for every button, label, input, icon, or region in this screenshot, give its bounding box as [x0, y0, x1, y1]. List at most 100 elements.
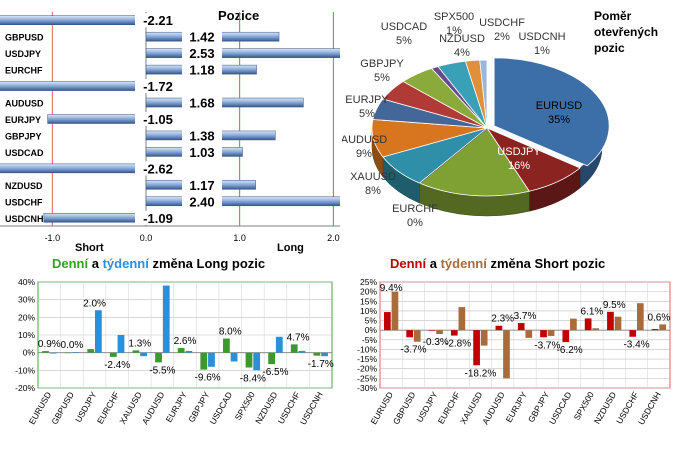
- y-tick-label-10: 10%: [360, 306, 377, 316]
- daily-bar-eurchf: [109, 352, 117, 357]
- x-tick-label-0-0: 0.0: [140, 233, 153, 243]
- pie-label-nzdusd: NZDUSD: [439, 33, 485, 45]
- weekly-bar-audusd: [503, 330, 510, 379]
- data-label-bg-eurchf: [182, 62, 222, 77]
- pie-label-eurchf: EURCHF: [392, 203, 438, 215]
- pie-label-xauusd: XAUUSD: [350, 171, 396, 183]
- pie-value-nzdusd: 4%: [454, 47, 470, 59]
- pie-value-gbpjpy: 5%: [374, 72, 390, 84]
- data-label-gbpusd: -3.7%: [400, 345, 426, 356]
- pie-value-usdcad: 5%: [396, 35, 412, 47]
- data-label-usdchf: -3.4%: [623, 340, 649, 351]
- daily-bar-usdjpy: [87, 349, 95, 353]
- daily-bar-spx500: [584, 318, 592, 331]
- pie-label-eurusd: EURUSD: [536, 100, 583, 112]
- short-title: Denní a týdenní změna Short pozic: [390, 256, 605, 271]
- data-label-usdcnh: -1.7%: [308, 359, 334, 370]
- data-label-bg-usdcnh: [135, 210, 181, 225]
- weekly-bar-eurusd: [49, 352, 57, 354]
- data-label-bg-nzdusd: [182, 177, 222, 192]
- daily-bar-eurjpy: [177, 348, 185, 353]
- data-label-eurchf: -2.8%: [445, 339, 471, 350]
- data-label-audusd: -5.5%: [149, 365, 175, 376]
- bar-audusd: [145, 97, 304, 108]
- pie-value-usdjpy: 16%: [508, 160, 530, 172]
- pomer-title-line-1: Poměr: [594, 9, 632, 23]
- pomer-title-line-3: pozic: [594, 41, 625, 55]
- daily-bar-gbpjpy: [540, 330, 547, 338]
- x-tick-label-2-0: 2.0: [327, 233, 340, 243]
- pie-label-gbpjpy: GBPJPY: [360, 58, 404, 70]
- bar-usdjpy: [145, 48, 340, 58]
- weekly-bar-usdcad: [230, 352, 238, 362]
- data-label-xauusd: -1.72: [143, 79, 173, 94]
- data-label-nzdusd: 1.17: [189, 178, 214, 193]
- data-label-xauusd: 1.3%: [128, 338, 151, 349]
- category-label-usdcnh: USDCNH: [5, 214, 44, 224]
- data-label-bg-audusd: [182, 95, 222, 110]
- weekly-bar-eurjpy: [525, 330, 533, 338]
- category-label-usdcad: USDCAD: [208, 390, 235, 426]
- data-label-usdjpy: -0.3%: [423, 337, 449, 348]
- y-tick-label-5: 5%: [365, 316, 378, 326]
- weekly-bar-spx500: [592, 328, 600, 331]
- weekly-bar-usdcnh: [659, 324, 666, 331]
- pie-value-eurchf: 0%: [407, 217, 423, 229]
- category-label-usdchf: USDCHF: [5, 197, 43, 207]
- pie-value-eurjpy: 5%: [359, 108, 375, 120]
- data-label-eurusd: 0.9%: [38, 339, 61, 350]
- short-change-chart: Denní a týdenní změna Short pozic -30%-2…: [357, 256, 671, 427]
- data-label-spx500: -8.4%: [240, 373, 266, 384]
- daily-bar-spx500: [245, 352, 253, 368]
- y-tick-label-10: -10%: [357, 344, 377, 354]
- data-label-nzdusd: -6.5%: [262, 367, 288, 378]
- pie-value-spx500: 1%: [446, 25, 462, 37]
- bar-eurjpy: [47, 114, 147, 124]
- y-tick-label-20: 20%: [360, 287, 377, 297]
- data-label-bg-usdchf: [182, 194, 222, 209]
- y-tick-label-0: 0%: [365, 325, 378, 335]
- data-label-eurusd: -2.21: [143, 13, 173, 28]
- category-label-usdjpy: USDJPY: [5, 49, 41, 59]
- data-label-usdcad: 8.0%: [219, 327, 242, 338]
- x-tick-label-1-0: -1.0: [45, 233, 61, 243]
- data-label-eurjpy: -1.05: [143, 112, 173, 127]
- category-label-audusd: AUDUSD: [140, 390, 167, 426]
- data-label-usdchf: 4.7%: [287, 332, 310, 343]
- daily-bar-usdchf: [290, 344, 298, 353]
- y-tick-label-20: 20%: [18, 312, 35, 322]
- pie-value-xauusd: 8%: [365, 185, 381, 197]
- y-tick-label-30: 30%: [18, 295, 35, 305]
- data-label-eurchf: 1.18: [189, 63, 214, 78]
- long-label: Long: [277, 242, 304, 254]
- weekly-bar-spx500: [253, 352, 261, 371]
- pie-label-usdchf: USDCHF: [479, 17, 525, 29]
- data-label-gbpjpy: -3.7%: [534, 340, 560, 351]
- data-label-bg-usdcad: [182, 144, 222, 159]
- pie-slice-eurusd: [493, 57, 610, 167]
- pie-label-usdjpy: USDJPY: [497, 146, 541, 158]
- y-tick-label-15: 15%: [360, 296, 377, 306]
- long-title-and: a: [88, 256, 102, 271]
- y-tick-label-20: -20%: [357, 364, 377, 374]
- data-label-gbpjpy: -9.6%: [195, 373, 221, 384]
- category-label-spx500: SPX500: [233, 390, 257, 422]
- weekly-bar-audusd: [162, 285, 170, 353]
- data-label-eurusd: 9.4%: [380, 283, 403, 294]
- long-change-chart: Denní a týdenní změna Long pozic -20% -10…: [15, 256, 334, 427]
- weekly-bar-gbpusd: [72, 352, 80, 353]
- weekly-bar-usdcnh: [321, 352, 328, 357]
- y-tick-label-10: -10%: [15, 365, 35, 375]
- category-label-audusd: AUDUSD: [5, 99, 44, 109]
- category-label-usdcnh: USDCNH: [298, 390, 325, 427]
- category-label-usdcad: USDCAD: [5, 148, 44, 158]
- data-label-bg-spx500: [135, 161, 181, 176]
- daily-bar-nzdusd: [268, 352, 276, 365]
- data-label-gbpusd: 1.42: [189, 30, 214, 45]
- data-label-usdcad: -6.2%: [557, 345, 583, 356]
- weekly-bar-nzdusd: [614, 316, 622, 331]
- pomer-title-line-2: otevřených: [594, 25, 658, 39]
- pie-value-gbpusd: 9%: [616, 183, 632, 195]
- daily-bar-usdcad: [222, 338, 230, 353]
- data-label-nzdusd: 9.5%: [603, 300, 626, 311]
